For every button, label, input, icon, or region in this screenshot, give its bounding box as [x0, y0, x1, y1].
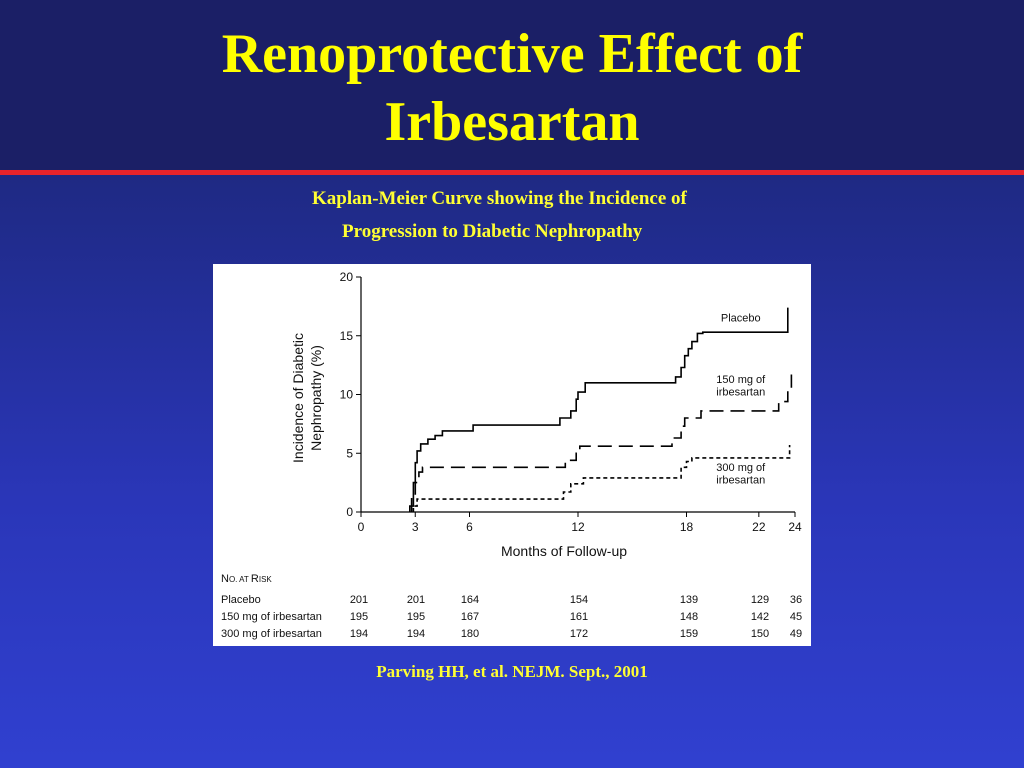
risk-table-cell: 161	[570, 611, 588, 623]
y-tick-label: 20	[340, 270, 354, 284]
risk-table-cell: 201	[407, 594, 425, 606]
risk-table-cell: 148	[680, 611, 698, 623]
risk-table-heading-part: R	[251, 573, 259, 585]
risk-table-heading-part: O. AT	[229, 575, 251, 584]
x-tick-label: 18	[680, 520, 694, 534]
curve-label-line: 150 mg of	[716, 374, 766, 386]
series-line-2	[412, 445, 791, 512]
chart-panel: 0 5 10 15 20 0 3 6 12 18 22 24 Months of Follow-up In…	[213, 264, 811, 646]
x-tick-label: 6	[466, 520, 473, 534]
risk-table-heading-part: ISK	[259, 575, 273, 584]
curve-label-line: irbesartan	[716, 386, 765, 398]
risk-table-row-label: 300 mg of irbesartan	[221, 628, 322, 640]
risk-table-cell: 150	[751, 628, 769, 640]
risk-table-heading: NO. AT RISK	[221, 573, 272, 585]
x-tick-label: 0	[358, 520, 365, 534]
risk-table-row-label: 150 mg of irbesartan	[221, 611, 322, 623]
chart-caption-line1: Kaplan-Meier Curve showing the Incidence…	[312, 188, 687, 209]
accent-rule	[0, 170, 1024, 175]
slide-title: Renoprotective Effect of Irbesartan	[0, 20, 1024, 156]
y-axis-label-line2: Nephropathy (%)	[308, 345, 324, 451]
curve-label-0: Placebo	[721, 313, 761, 325]
y-tick-label: 5	[346, 446, 353, 460]
series-line-1	[410, 374, 793, 512]
x-axis-label: Months of Follow-up	[501, 543, 627, 559]
risk-table-cell: 159	[680, 628, 698, 640]
x-tick-label: 12	[571, 520, 585, 534]
y-tick-label: 10	[340, 388, 354, 402]
citation: Parving HH, et al. NEJM. Sept., 2001	[376, 662, 648, 681]
title-band	[0, 0, 1024, 170]
slide-title-line2: Irbesartan	[384, 91, 640, 153]
curve-label-line: irbesartan	[716, 474, 765, 486]
y-tick-label: 0	[346, 505, 353, 519]
risk-table-cell: 194	[350, 628, 368, 640]
risk-table-heading-part: N	[221, 573, 229, 585]
risk-table-cell: 167	[461, 611, 479, 623]
curve-label-1: 150 mg of irbesartan	[716, 374, 766, 399]
risk-table-cell: 36	[790, 594, 802, 606]
x-tick-label: 22	[752, 520, 766, 534]
risk-table-cell: 154	[570, 594, 588, 606]
series-line-0	[409, 307, 789, 512]
risk-table-cell: 45	[790, 611, 802, 623]
y-tick-label: 15	[340, 329, 354, 343]
risk-table-row-label: Placebo	[221, 594, 261, 606]
risk-table-cell: 195	[407, 611, 425, 623]
curve-label-line: 300 mg of	[716, 462, 766, 474]
risk-table-cell: 164	[461, 594, 479, 606]
risk-table-cell: 139	[680, 594, 698, 606]
x-tick-label: 3	[412, 520, 419, 534]
risk-table-cell: 180	[461, 628, 479, 640]
curve-label-line: Placebo	[721, 313, 761, 325]
curve-label-2: 300 mg of irbesartan	[716, 462, 766, 487]
risk-table-cell: 49	[790, 628, 802, 640]
slide-title-line1: Renoprotective Effect of	[221, 23, 803, 85]
risk-table-cell: 172	[570, 628, 588, 640]
risk-table-cell: 195	[350, 611, 368, 623]
risk-table-cell: 129	[751, 594, 769, 606]
risk-table-cell: 194	[407, 628, 425, 640]
y-axis-label-line1: Incidence of Diabetic	[290, 333, 306, 463]
risk-table-cell: 201	[350, 594, 368, 606]
chart-caption-line2: Progression to Diabetic Nephropathy	[342, 221, 643, 242]
x-tick-label: 24	[788, 520, 802, 534]
risk-table-cell: 142	[751, 611, 769, 623]
